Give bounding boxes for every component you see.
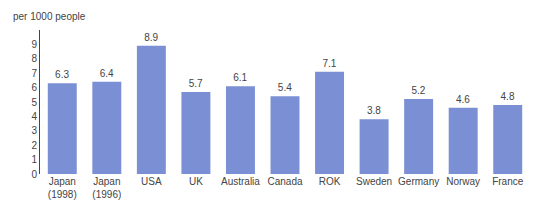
- svg-text:7.1: 7.1: [322, 58, 336, 69]
- svg-text:5.2: 5.2: [411, 85, 425, 96]
- svg-text:0: 0: [31, 169, 37, 180]
- svg-text:USA: USA: [141, 176, 162, 187]
- svg-text:4.6: 4.6: [456, 94, 470, 105]
- svg-text:3.8: 3.8: [367, 105, 381, 116]
- svg-text:6.3: 6.3: [55, 69, 69, 80]
- svg-text:5.4: 5.4: [278, 82, 292, 93]
- svg-text:Sweden: Sweden: [356, 176, 392, 187]
- svg-text:6: 6: [31, 82, 37, 93]
- svg-text:8.9: 8.9: [144, 32, 158, 43]
- svg-text:3: 3: [31, 125, 37, 136]
- svg-text:Japan(1998): Japan(1998): [48, 176, 77, 200]
- svg-text:1: 1: [31, 154, 37, 165]
- svg-text:4: 4: [31, 111, 37, 122]
- svg-text:6.1: 6.1: [233, 72, 247, 83]
- svg-text:2: 2: [31, 140, 37, 151]
- svg-text:5.7: 5.7: [189, 78, 203, 89]
- svg-text:6.4: 6.4: [100, 68, 114, 79]
- svg-text:8: 8: [31, 53, 37, 64]
- svg-text:4.8: 4.8: [501, 91, 515, 102]
- svg-text:per 1000 people: per 1000 people: [13, 11, 86, 22]
- svg-text:Canada: Canada: [267, 176, 302, 187]
- svg-text:Japan(1996): Japan(1996): [92, 176, 121, 200]
- svg-text:UK: UK: [189, 176, 203, 187]
- svg-text:Norway: Norway: [446, 176, 480, 187]
- svg-text:Germany: Germany: [398, 176, 439, 187]
- svg-text:5: 5: [31, 97, 37, 108]
- svg-text:Australia: Australia: [221, 176, 260, 187]
- svg-text:7: 7: [31, 68, 37, 79]
- svg-text:ROK: ROK: [319, 176, 341, 187]
- svg-text:9: 9: [31, 39, 37, 50]
- svg-text:France: France: [492, 176, 524, 187]
